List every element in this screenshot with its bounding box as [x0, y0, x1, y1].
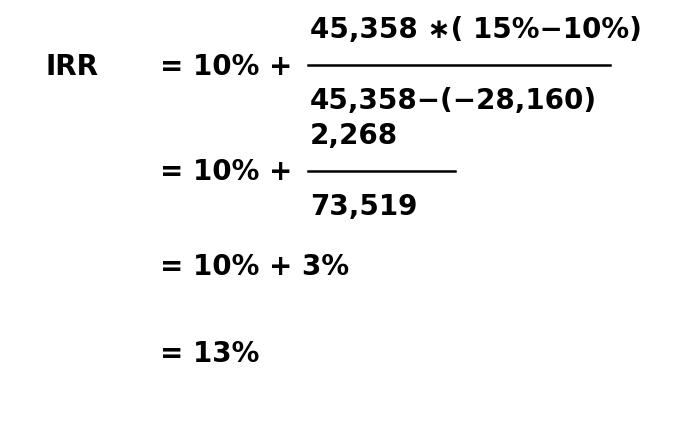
Text: IRR: IRR [45, 53, 98, 81]
Text: = 13%: = 13% [160, 340, 260, 368]
Text: 2,268: 2,268 [310, 122, 398, 150]
Text: = 10% + 3%: = 10% + 3% [160, 253, 349, 281]
Text: 73,519: 73,519 [310, 193, 417, 221]
Text: 45,358−(−28,160): 45,358−(−28,160) [310, 87, 597, 115]
Text: = 10% +: = 10% + [160, 53, 293, 81]
Text: 45,358 ∗( 15%−10%): 45,358 ∗( 15%−10%) [310, 16, 642, 44]
Text: = 10% +: = 10% + [160, 158, 293, 186]
